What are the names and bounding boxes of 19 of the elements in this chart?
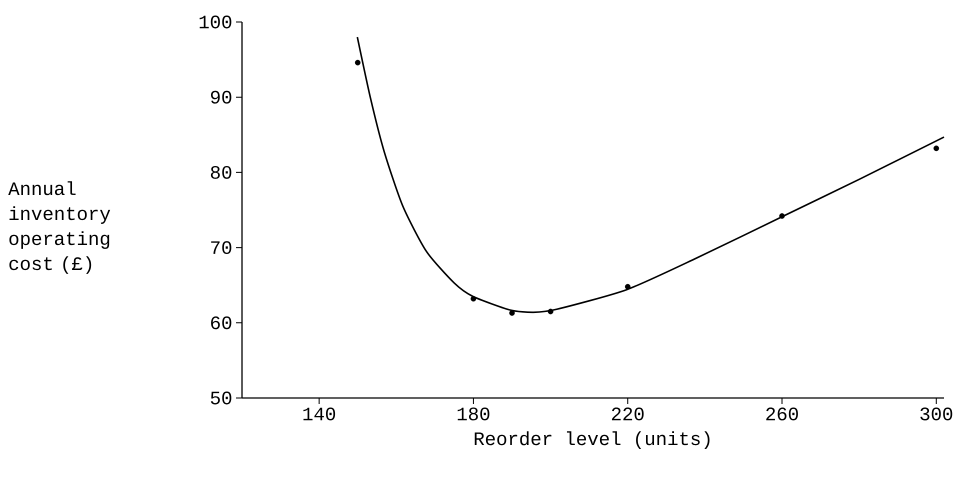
x-tick-label: 220	[612, 408, 644, 420]
y-tick-label: 100	[200, 16, 232, 28]
x-tick-label: 260	[766, 408, 798, 420]
y-tick-label: 90	[210, 90, 232, 104]
point	[509, 310, 515, 316]
x-axis-title: Reorder level (units)	[474, 431, 710, 449]
point	[548, 308, 554, 314]
point	[470, 296, 476, 302]
y-tick-label: 60	[211, 316, 232, 330]
y-axis-title: Annual inventory operating cost (£)	[8, 181, 110, 274]
y-tick-label: 70	[211, 241, 232, 254]
point	[779, 213, 785, 219]
x-tick-label: 180	[458, 408, 490, 420]
y-tick-label: 80	[210, 166, 232, 179]
point	[933, 146, 940, 152]
x-tick-label: 300	[920, 408, 952, 420]
x-tick-label: 140	[303, 408, 336, 420]
y-tick-label: 50	[210, 392, 232, 404]
point	[354, 60, 361, 66]
